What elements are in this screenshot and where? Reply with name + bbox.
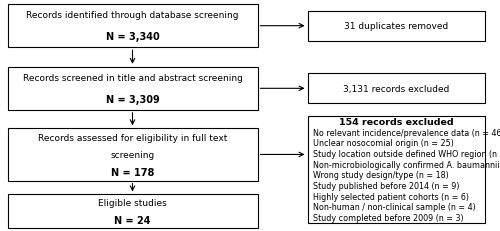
- Text: Study location outside defined WHO region (n = 24): Study location outside defined WHO regio…: [313, 149, 500, 158]
- Text: Non-human / non-clinical sample (n = 4): Non-human / non-clinical sample (n = 4): [313, 203, 476, 211]
- Text: No relevant incidence/prevalence data (n = 46): No relevant incidence/prevalence data (n…: [313, 128, 500, 137]
- Text: Records screened in title and abstract screening: Records screened in title and abstract s…: [22, 74, 242, 83]
- Bar: [8, 195, 258, 228]
- Text: Wrong study design/type (n = 18): Wrong study design/type (n = 18): [313, 171, 448, 179]
- Text: Non-microbiologically confirmed A. baumannii (19): Non-microbiologically confirmed A. bauma…: [313, 160, 500, 169]
- Text: Eligible studies: Eligible studies: [98, 198, 167, 207]
- Text: Study completed before 2009 (n = 3): Study completed before 2009 (n = 3): [313, 213, 464, 222]
- Text: screening: screening: [110, 150, 154, 159]
- Text: Unclear nosocomial origin (n = 25): Unclear nosocomial origin (n = 25): [313, 139, 454, 148]
- Text: Highly selected patient cohorts (n = 6): Highly selected patient cohorts (n = 6): [313, 192, 469, 201]
- Bar: [8, 129, 258, 181]
- Text: 3,131 records excluded: 3,131 records excluded: [344, 85, 450, 93]
- Bar: [308, 74, 485, 104]
- Text: 31 duplicates removed: 31 duplicates removed: [344, 22, 449, 31]
- Bar: [8, 67, 258, 110]
- Bar: [8, 5, 258, 48]
- Text: Records assessed for eligibility in full text: Records assessed for eligibility in full…: [38, 133, 227, 142]
- Text: N = 178: N = 178: [111, 167, 154, 177]
- Text: Study published before 2014 (n = 9): Study published before 2014 (n = 9): [313, 181, 459, 190]
- Text: 154 records excluded: 154 records excluded: [339, 118, 454, 126]
- Text: Records identified through database screening: Records identified through database scre…: [26, 11, 239, 20]
- Text: N = 3,340: N = 3,340: [106, 32, 160, 42]
- Bar: [308, 12, 485, 42]
- Bar: [308, 117, 485, 223]
- Text: N = 24: N = 24: [114, 215, 151, 225]
- Text: N = 3,309: N = 3,309: [106, 95, 160, 105]
